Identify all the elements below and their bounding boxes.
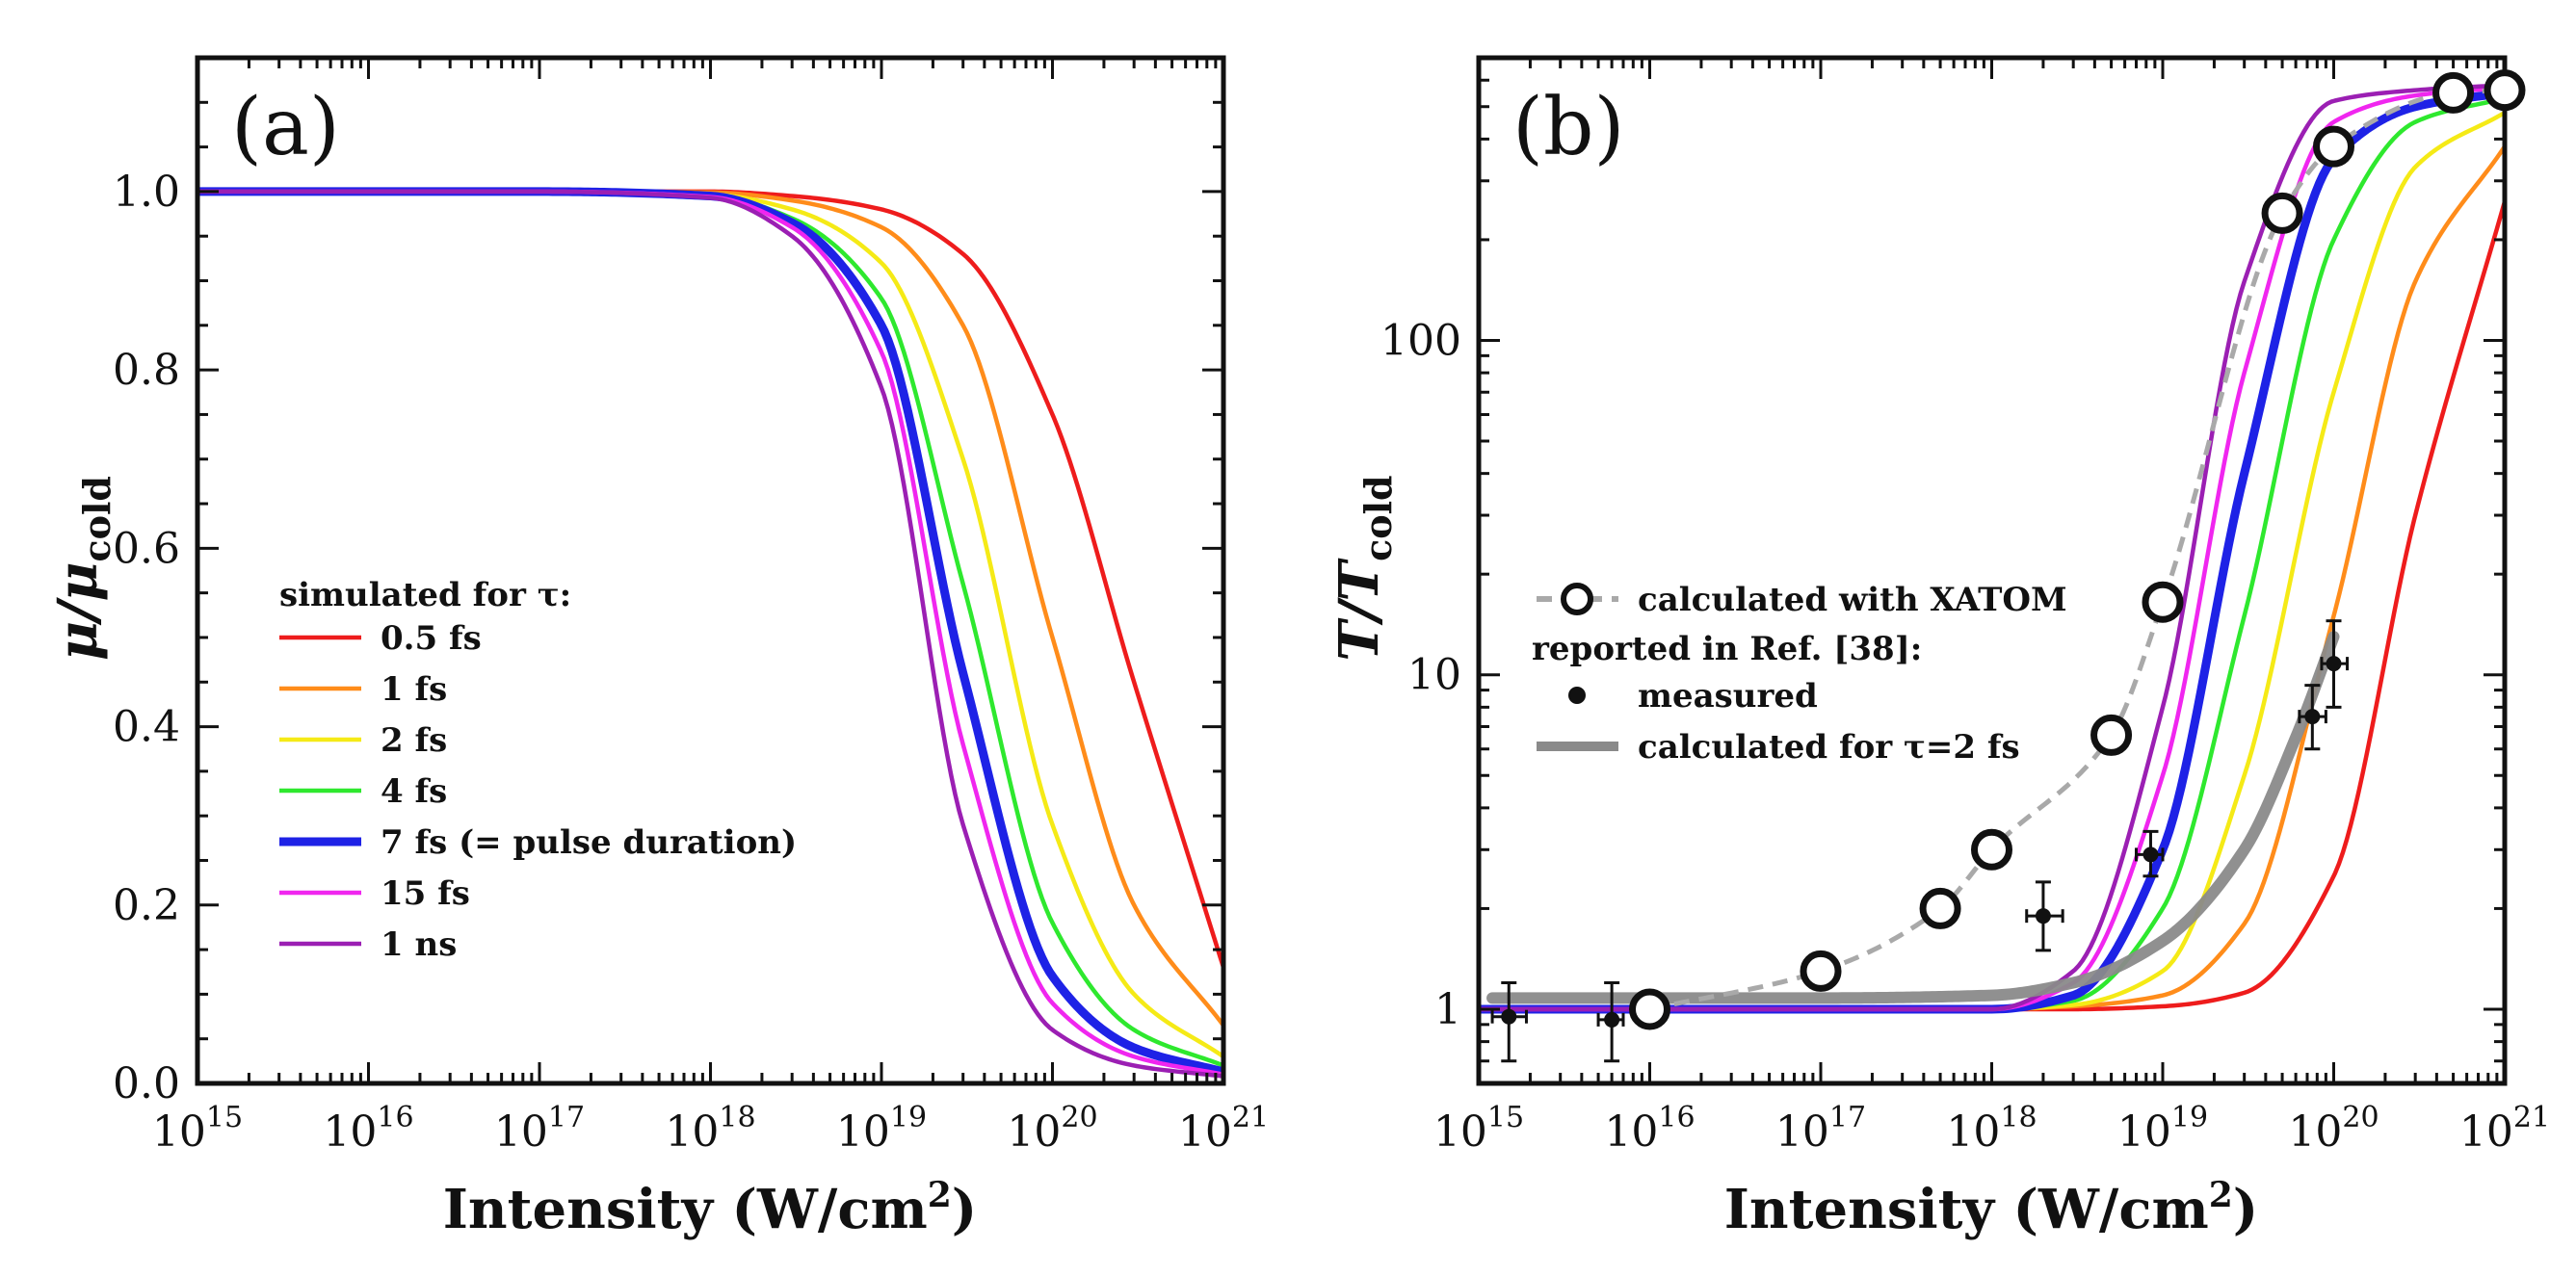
panel-a-legend-label-5: 15 fs bbox=[381, 874, 470, 913]
panel-b-xatom-point-8 bbox=[2432, 71, 2475, 114]
panel-b-x-tick-label: 1016 bbox=[1604, 1101, 1695, 1157]
panel-a-x-title-end: ) bbox=[952, 1178, 978, 1241]
panel-b-measured-point-0 bbox=[1490, 980, 1528, 1063]
panel-a-y-tick-label: 0.8 bbox=[113, 346, 180, 395]
panel-a-y-title-mu: μ/μ bbox=[46, 562, 110, 661]
panel-a-series-line-3 bbox=[197, 189, 1223, 1068]
panel-a-x-tick-label: 1017 bbox=[494, 1101, 585, 1157]
panel-a-y-tick-label: 0.4 bbox=[113, 703, 180, 752]
measured-dot bbox=[2304, 709, 2321, 725]
panel-a-legend-label-6: 1 ns bbox=[381, 925, 457, 964]
panel-a-y-tick-label: 0.2 bbox=[113, 881, 180, 930]
panel-b-xatom-point-6 bbox=[2261, 192, 2303, 234]
panel-a-legend: simulated for τ: 0.5 fs 1 fs 2 fs 4 fs 7 fs … bbox=[279, 576, 797, 964]
panel-a-series-line-2 bbox=[197, 189, 1223, 1059]
panel-b-series-group bbox=[1479, 83, 2505, 1014]
panel-a-x-tick-label: 1016 bbox=[323, 1101, 413, 1157]
panel-b-x-tick-label: 1020 bbox=[2288, 1101, 2379, 1157]
panel-b-y-title-t: T/T bbox=[1327, 558, 1391, 662]
panel-a-series-line-6 bbox=[197, 189, 1223, 1079]
panel-b-chart: 1015 1016 1017 1018 1019 1020 1021 1 10 100 (b) I… bbox=[1327, 55, 2550, 1241]
panel-a-legend-title: simulated for τ: bbox=[279, 576, 571, 614]
panel-b-xatom-point-2 bbox=[1919, 887, 1961, 929]
panel-a-label: (a) bbox=[231, 82, 340, 173]
legend-measured-marker bbox=[1568, 687, 1586, 704]
panel-b-xatom-points bbox=[1629, 69, 2526, 1030]
panel-b-x-tick-label: 1019 bbox=[2117, 1101, 2208, 1157]
panel-a-plot-frame bbox=[195, 55, 1226, 1086]
measured-dot bbox=[2142, 846, 2159, 863]
panel-a-ticks: 1015 1016 1017 1018 1019 1020 1021 0.0 0.2 0.4 0.6… bbox=[113, 58, 1269, 1157]
panel-b-series-line-1 bbox=[1479, 144, 2505, 1012]
panel-a-x-title-sup: 2 bbox=[928, 1175, 952, 1215]
panel-b-x-tick-label: 1018 bbox=[1946, 1101, 2037, 1157]
panel-a-legend-label-4: 7 fs (= pulse duration) bbox=[381, 823, 797, 862]
panel-a-series-group bbox=[197, 187, 1223, 1079]
panel-a-y-title-sub: cold bbox=[75, 476, 118, 562]
panel-a-legend-label-0: 0.5 fs bbox=[381, 619, 482, 658]
panel-b-measured-point-5 bbox=[2320, 619, 2350, 709]
panel-b-x-axis-title: Intensity (W/cm2) bbox=[1724, 1175, 2259, 1241]
panel-a-y-axis-title: μ/μcold bbox=[46, 476, 118, 661]
panel-a-x-tick-label: 1019 bbox=[836, 1101, 927, 1157]
panel-b-y-axis-title: T/Tcold bbox=[1327, 475, 1400, 661]
panel-b-xatom-point-9 bbox=[2484, 69, 2526, 112]
panel-b-xatom-point-0 bbox=[1629, 988, 1670, 1030]
panel-b-xatom-point-1 bbox=[1800, 950, 1842, 992]
panel-b-ticks: 1015 1016 1017 1018 1019 1020 1021 1 10 100 bbox=[1380, 56, 2550, 1157]
measured-dot bbox=[2326, 656, 2342, 672]
panel-b-calc-tau-line bbox=[1486, 631, 2340, 1004]
panel-a-x-tick-label: 1018 bbox=[665, 1101, 755, 1157]
panel-a-x-tick-label: 1015 bbox=[152, 1101, 243, 1157]
panel-b-label: (b) bbox=[1512, 82, 1624, 173]
panel-b-xatom-point-7 bbox=[2313, 125, 2354, 168]
legend-reported-text: reported in Ref. [38]: bbox=[1532, 630, 1922, 668]
panel-b-x-title-main: Intensity (W/cm bbox=[1724, 1178, 2209, 1241]
legend-xatom-marker bbox=[1561, 583, 1593, 615]
panel-b-y-tick-label: 100 bbox=[1380, 316, 1461, 365]
panel-b-measured-point-3 bbox=[2135, 829, 2165, 878]
panel-b-xatom-line bbox=[1648, 88, 2505, 1012]
legend-calc-text: calculated for τ=2 fs bbox=[1638, 728, 2020, 767]
panel-b-plot-frame bbox=[1476, 55, 2508, 1086]
panel-b-measured-points bbox=[1490, 619, 2350, 1063]
panel-a-x-tick-label: 1021 bbox=[1178, 1101, 1269, 1157]
measured-dot bbox=[1501, 1008, 1517, 1025]
panel-b-x-title-end: ) bbox=[2233, 1178, 2259, 1241]
panel-b-xatom-point-3 bbox=[1971, 828, 2012, 871]
panel-b-x-title-sup: 2 bbox=[2209, 1175, 2233, 1215]
panel-b-measured-point-1 bbox=[1596, 980, 1625, 1063]
panel-b-series-line-2 bbox=[1479, 110, 2505, 1012]
panel-b-y-tick-label: 1 bbox=[1434, 985, 1461, 1034]
panel-a-legend-label-2: 2 fs bbox=[381, 721, 447, 760]
panel-a-y-tick-label: 0.6 bbox=[113, 524, 180, 573]
panel-b-xatom-point-4 bbox=[2090, 714, 2133, 756]
panel-a-series-line-4 bbox=[197, 187, 1223, 1077]
panel-a-legend-label-3: 4 fs bbox=[381, 772, 447, 811]
panel-b-x-tick-label: 1017 bbox=[1775, 1101, 1866, 1157]
panel-a-legend-label-1: 1 fs bbox=[381, 670, 447, 709]
panel-b-legend: calculated with XATOM reported in Ref. [… bbox=[1532, 581, 2067, 767]
panel-a-x-title-main: Intensity (W/cm bbox=[443, 1178, 928, 1241]
panel-b-x-tick-label: 1015 bbox=[1433, 1101, 1524, 1157]
measured-dot bbox=[1604, 1011, 1620, 1028]
legend-xatom-text: calculated with XATOM bbox=[1638, 581, 2067, 619]
panel-a-y-tick-label: 1.0 bbox=[113, 168, 180, 217]
panel-a-y-tick-label: 0.0 bbox=[113, 1059, 180, 1108]
measured-dot bbox=[2035, 908, 2051, 924]
panel-a-chart: 1015 1016 1017 1018 1019 1020 1021 0.0 0.2 0.4 0.6… bbox=[46, 55, 1269, 1241]
panel-a-x-axis-title: Intensity (W/cm2) bbox=[443, 1175, 978, 1241]
panel-a-x-tick-label: 1020 bbox=[1007, 1101, 1097, 1157]
panel-b-measured-point-4 bbox=[2298, 684, 2327, 751]
panel-b-y-title-sub: cold bbox=[1356, 475, 1400, 561]
panel-b-measured-point-2 bbox=[2025, 880, 2064, 952]
panel-b-y-tick-label: 10 bbox=[1407, 651, 1461, 700]
panel-b-xatom-point-5 bbox=[2142, 581, 2184, 623]
panel-b-x-tick-label: 1021 bbox=[2459, 1101, 2550, 1157]
legend-measured-text: measured bbox=[1638, 677, 1818, 716]
